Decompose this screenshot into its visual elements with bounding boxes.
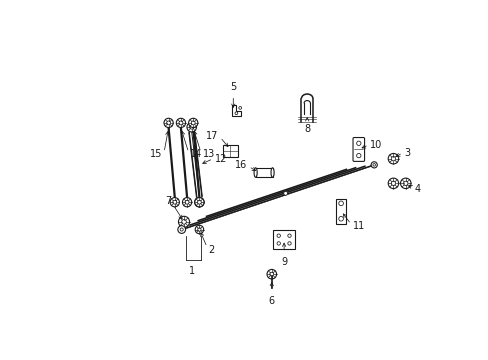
Polygon shape (231, 105, 241, 116)
Circle shape (338, 201, 343, 206)
Circle shape (197, 200, 201, 204)
Circle shape (166, 121, 170, 125)
Circle shape (356, 153, 360, 158)
Text: 5: 5 (230, 82, 236, 92)
Text: 17: 17 (206, 131, 218, 141)
Text: 3: 3 (404, 148, 409, 158)
Text: 11: 11 (352, 221, 364, 231)
Circle shape (182, 198, 191, 207)
Circle shape (287, 234, 290, 237)
Circle shape (163, 118, 173, 127)
Text: 9: 9 (281, 257, 286, 267)
Circle shape (403, 181, 407, 185)
FancyBboxPatch shape (222, 145, 238, 157)
Circle shape (269, 272, 273, 276)
Circle shape (235, 112, 237, 114)
Circle shape (186, 122, 196, 132)
Circle shape (172, 200, 176, 204)
Circle shape (197, 200, 201, 204)
Circle shape (178, 216, 189, 228)
Circle shape (185, 200, 189, 204)
Text: 12: 12 (214, 154, 227, 164)
Text: 10: 10 (369, 140, 382, 150)
Circle shape (390, 181, 395, 185)
Circle shape (179, 121, 183, 125)
Circle shape (277, 234, 280, 237)
Text: 14: 14 (190, 149, 202, 159)
Circle shape (195, 225, 203, 234)
Circle shape (182, 220, 186, 224)
Circle shape (283, 192, 287, 195)
Circle shape (197, 228, 201, 231)
Ellipse shape (254, 168, 257, 177)
Circle shape (390, 157, 395, 161)
Circle shape (194, 198, 203, 207)
Text: 1: 1 (188, 266, 194, 276)
Text: 4: 4 (414, 184, 420, 194)
FancyBboxPatch shape (335, 199, 346, 224)
Text: 8: 8 (304, 124, 309, 134)
Circle shape (266, 269, 276, 279)
Text: 6: 6 (268, 296, 274, 306)
Circle shape (194, 197, 204, 207)
Circle shape (387, 153, 398, 164)
Circle shape (387, 178, 398, 189)
Circle shape (400, 178, 410, 189)
Circle shape (188, 118, 198, 127)
Ellipse shape (270, 168, 274, 177)
Ellipse shape (178, 226, 185, 233)
Circle shape (191, 121, 195, 125)
Circle shape (287, 242, 290, 245)
Circle shape (189, 125, 193, 129)
FancyBboxPatch shape (255, 168, 272, 177)
FancyBboxPatch shape (273, 230, 294, 249)
Text: 16: 16 (234, 160, 246, 170)
Circle shape (176, 118, 185, 127)
Circle shape (170, 198, 179, 207)
Circle shape (277, 242, 280, 245)
Ellipse shape (372, 163, 375, 166)
Circle shape (356, 141, 360, 145)
Text: 15: 15 (150, 149, 162, 159)
Text: 2: 2 (208, 244, 214, 255)
Circle shape (338, 216, 343, 221)
Text: 7: 7 (165, 196, 171, 206)
Ellipse shape (370, 162, 377, 168)
Ellipse shape (180, 228, 183, 231)
Text: 13: 13 (202, 149, 214, 159)
Circle shape (238, 107, 241, 109)
FancyBboxPatch shape (352, 138, 364, 161)
